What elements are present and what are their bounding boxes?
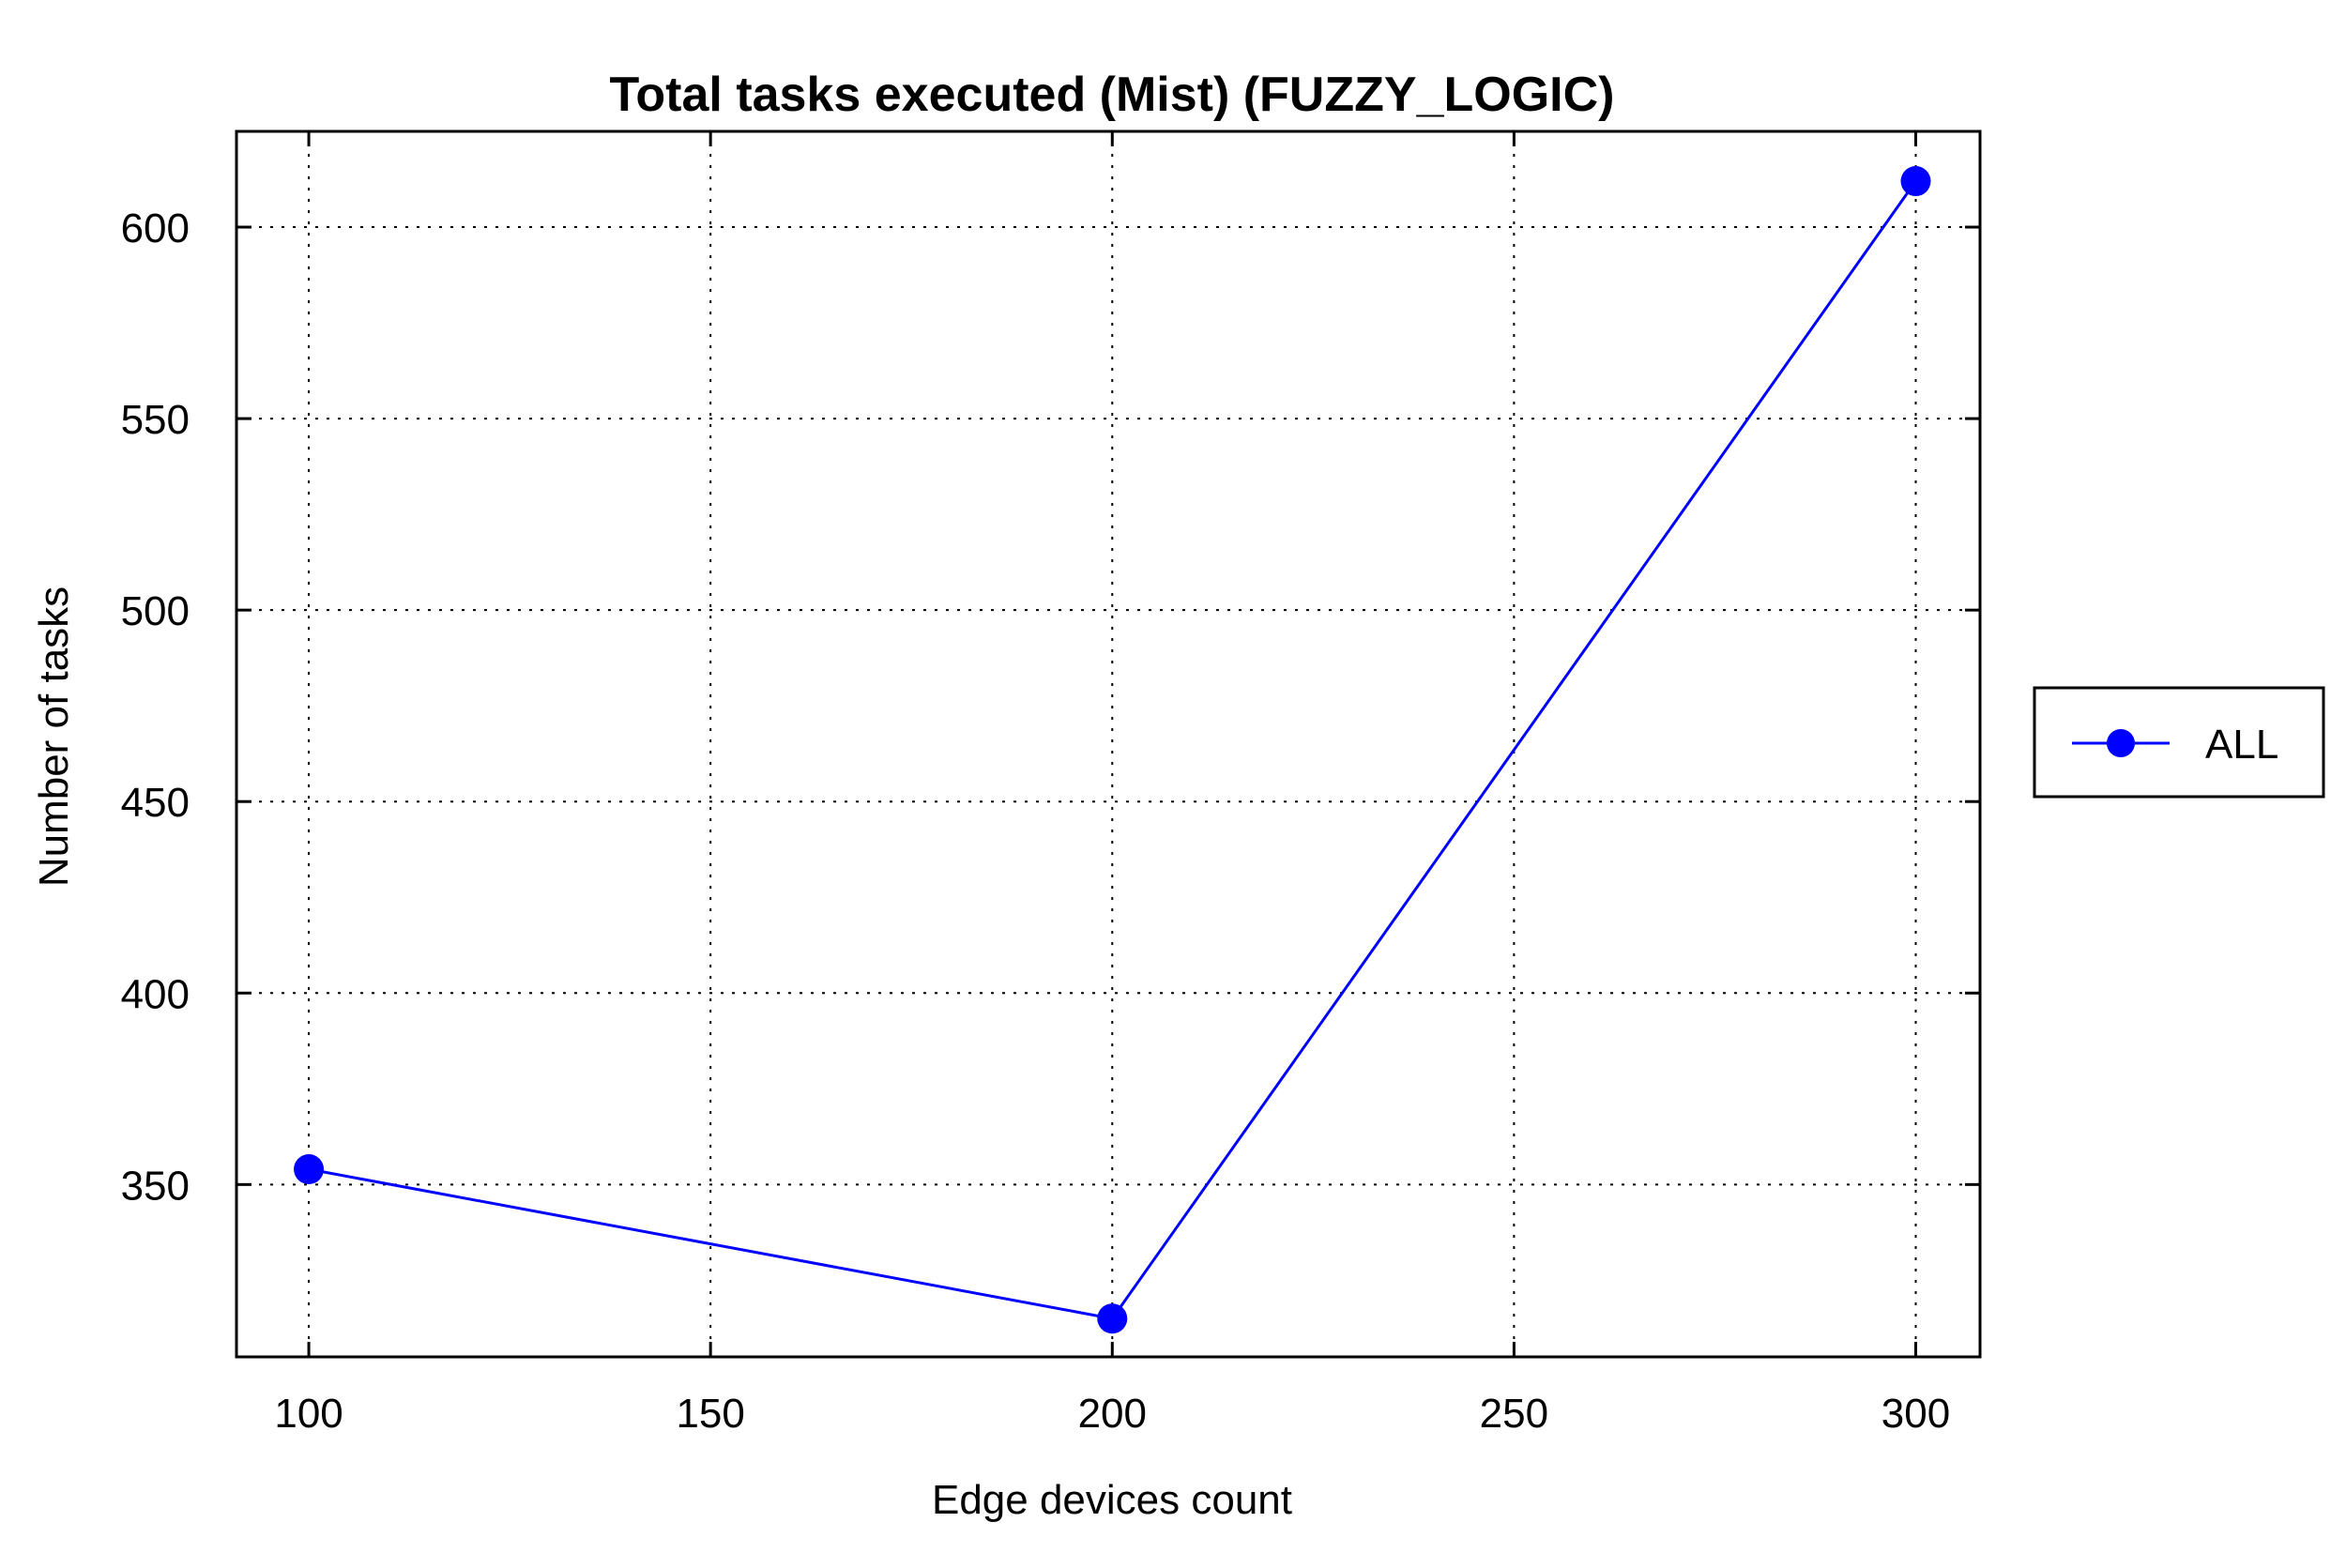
plot-frame — [235, 129, 1982, 1359]
x-tick-label-150: 150 — [676, 1391, 744, 1437]
y-tick-label-450: 450 — [121, 780, 190, 826]
grid-lines — [236, 131, 1980, 1357]
y-tick-label-350: 350 — [121, 1163, 190, 1209]
x-axis-label: Edge devices count — [932, 1477, 1292, 1523]
legend-marker-sample — [2107, 729, 2135, 757]
chart-title: Total tasks executed (Mist) (FUZZY_LOGIC… — [610, 68, 1615, 122]
x-tick-label-300: 300 — [1881, 1391, 1950, 1437]
data-point-200 — [1097, 1303, 1128, 1334]
y-tick-label-550: 550 — [121, 397, 190, 443]
y-tick-label-500: 500 — [121, 588, 190, 634]
y-tick-label-400: 400 — [121, 971, 190, 1017]
legend-label-all: ALL — [2205, 722, 2278, 768]
data-point-100 — [294, 1154, 325, 1185]
y-axis-label: Number of tasks — [31, 586, 77, 887]
data-point-300 — [1900, 166, 1931, 197]
y-tick-label-600: 600 — [121, 206, 190, 251]
x-tick-label-200: 200 — [1078, 1391, 1147, 1437]
legend: ALL — [2033, 686, 2325, 799]
series-line-all — [308, 180, 1917, 1320]
x-tick-label-100: 100 — [274, 1391, 343, 1437]
x-tick-label-250: 250 — [1480, 1391, 1548, 1437]
series-layer — [294, 166, 1931, 1334]
axis-ticks: 100 150 200 250 300 350 400 450 500 550 600 — [121, 131, 1980, 1437]
